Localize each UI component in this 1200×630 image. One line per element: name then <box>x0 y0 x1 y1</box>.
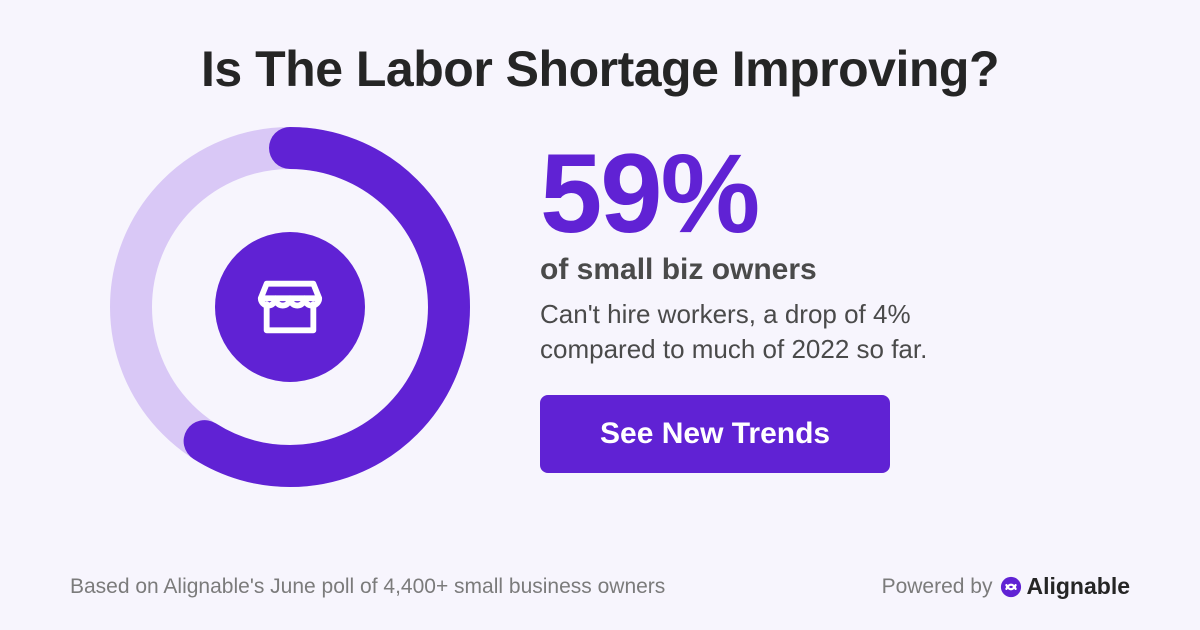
brand: Alignable <box>1000 573 1130 600</box>
footer-row: Based on Alignable's June poll of 4,400+… <box>70 573 1130 600</box>
storefront-icon <box>255 272 325 342</box>
powered-label: Powered by <box>882 575 993 599</box>
see-trends-button[interactable]: See New Trends <box>540 395 890 473</box>
stat-subhead: of small biz owners <box>540 253 1130 287</box>
page-title: Is The Labor Shortage Improving? <box>70 42 1130 97</box>
main-row: 59% of small biz owners Can't hire worke… <box>70 127 1130 487</box>
brand-logo-icon <box>1000 576 1022 598</box>
infographic-card: Is The Labor Shortage Improving? 59% of … <box>0 0 1200 630</box>
footer-note: Based on Alignable's June poll of 4,400+… <box>70 575 665 599</box>
brand-name: Alignable <box>1026 573 1130 600</box>
donut-center-circle <box>215 232 365 382</box>
stat-percentage: 59% <box>540 141 1130 247</box>
donut-chart <box>110 127 470 487</box>
powered-by: Powered by Alignable <box>882 573 1130 600</box>
stat-description: Can't hire workers, a drop of 4% compare… <box>540 297 1010 367</box>
stats-block: 59% of small biz owners Can't hire worke… <box>540 141 1130 474</box>
